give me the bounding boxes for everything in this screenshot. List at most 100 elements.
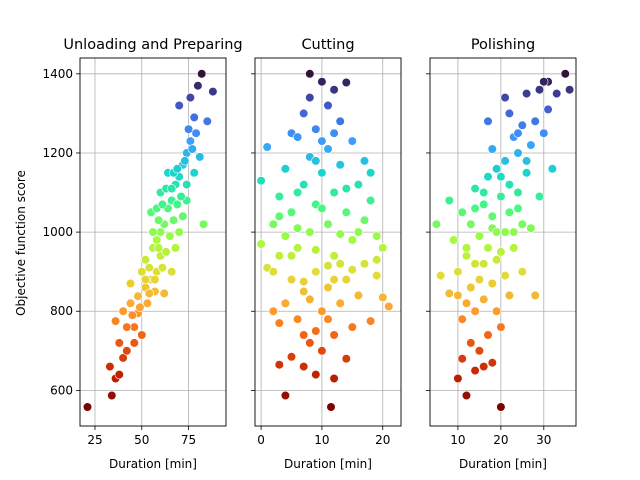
- data-point: [378, 292, 388, 303]
- data-points: [431, 69, 575, 412]
- data-point: [359, 259, 370, 269]
- data-point: [180, 156, 190, 166]
- data-point: [496, 322, 506, 332]
- data-point: [329, 373, 339, 384]
- panel-unloading-and-preparing: Unloading and Preparing Duration [min] 2…: [42, 37, 242, 471]
- data-point: [323, 261, 333, 271]
- data-point: [178, 211, 188, 221]
- data-point: [329, 128, 339, 138]
- data-point: [286, 275, 297, 285]
- data-point: [305, 69, 315, 79]
- data-point: [268, 306, 278, 316]
- data-point: [118, 306, 128, 316]
- data-point: [274, 360, 284, 370]
- data-point: [157, 199, 167, 209]
- data-point: [335, 116, 345, 126]
- data-point: [107, 390, 117, 401]
- data-point: [299, 108, 309, 118]
- data-point: [154, 243, 164, 253]
- data-point: [305, 338, 315, 348]
- data-point: [444, 288, 454, 299]
- data-point: [504, 180, 515, 190]
- data-point: [311, 124, 321, 134]
- data-point: [191, 128, 201, 138]
- data-point: [122, 346, 132, 356]
- plot-frame: [254, 57, 402, 427]
- data-point: [487, 144, 497, 154]
- data-point: [317, 306, 327, 316]
- y-tick-label: 1200: [42, 146, 73, 160]
- data-point: [280, 164, 291, 174]
- data-point: [195, 152, 205, 162]
- data-point: [317, 168, 327, 178]
- x-tick-label: 10: [314, 433, 329, 447]
- data-point: [487, 278, 497, 289]
- data-point: [500, 227, 510, 237]
- x-tick-label: 20: [375, 433, 390, 447]
- data-point: [170, 243, 181, 253]
- data-point: [470, 306, 480, 316]
- data-point: [560, 69, 570, 79]
- data-point: [197, 69, 207, 79]
- data-point: [453, 290, 463, 301]
- data-point: [135, 302, 145, 312]
- y-tick-label: 600: [50, 383, 73, 397]
- data-point: [280, 231, 291, 241]
- data-point: [378, 243, 388, 253]
- data-point: [347, 265, 357, 275]
- data-point: [174, 227, 184, 237]
- panel-polishing: Polishing Duration [min] 10 20 30: [426, 37, 577, 471]
- data-point: [341, 354, 351, 364]
- data-point: [372, 231, 382, 241]
- data-point: [479, 362, 489, 372]
- data-point: [122, 322, 132, 332]
- data-point: [184, 124, 194, 134]
- data-point: [564, 85, 575, 95]
- data-point: [500, 271, 510, 281]
- data-point: [359, 215, 370, 225]
- data-point: [198, 219, 209, 229]
- data-point: [543, 104, 553, 114]
- data-point: [492, 255, 502, 265]
- data-points: [82, 69, 218, 412]
- data-point: [274, 318, 284, 328]
- data-point: [165, 231, 175, 241]
- data-point: [530, 116, 540, 126]
- data-point: [317, 203, 327, 213]
- data-point: [140, 275, 151, 285]
- data-point: [299, 277, 309, 287]
- data-point: [479, 294, 489, 305]
- data-point: [453, 373, 463, 384]
- data-point: [496, 247, 506, 257]
- data-point: [470, 184, 480, 194]
- panel-title: Cutting: [301, 37, 354, 53]
- data-point: [329, 85, 339, 95]
- data-point: [144, 288, 154, 299]
- data-point: [453, 267, 463, 277]
- data-point: [521, 88, 532, 99]
- data-point: [474, 231, 485, 241]
- data-point: [176, 191, 186, 202]
- data-point: [547, 164, 558, 174]
- data-point: [133, 291, 143, 301]
- data-point: [513, 203, 523, 213]
- panel-cutting: Cutting Duration [min] 0 10 20: [251, 37, 402, 471]
- data-point: [323, 314, 333, 324]
- data-point: [534, 85, 545, 95]
- data-point: [202, 116, 212, 126]
- data-point: [366, 168, 376, 178]
- data-point: [479, 199, 489, 209]
- data-point: [293, 132, 303, 142]
- data-point: [492, 164, 502, 174]
- data-point: [286, 207, 297, 217]
- data-point: [152, 235, 162, 245]
- x-tick-label: 20: [493, 433, 508, 447]
- data-point: [125, 298, 136, 308]
- data-point: [323, 144, 333, 154]
- data-point: [317, 136, 327, 146]
- data-point: [326, 402, 336, 412]
- data-point: [293, 243, 303, 253]
- data-point: [504, 108, 515, 118]
- data-point: [496, 172, 506, 182]
- data-point: [114, 370, 124, 380]
